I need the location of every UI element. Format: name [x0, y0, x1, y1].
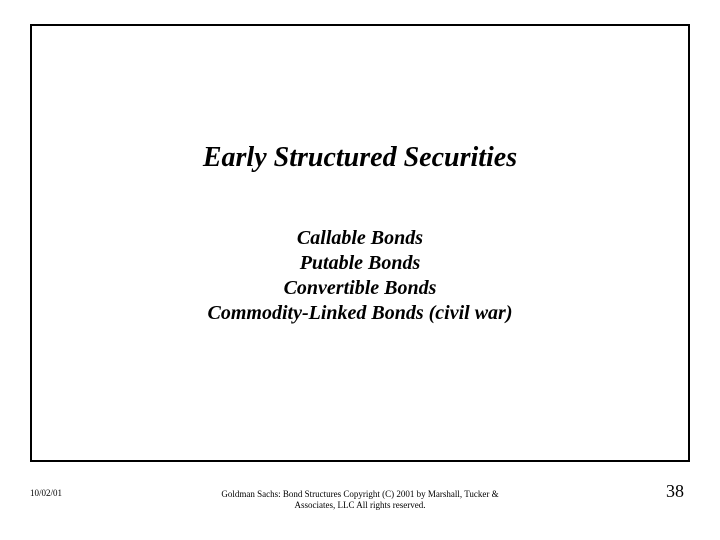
footer-copyright: Goldman Sachs: Bond Structures Copyright… [220, 489, 500, 510]
footer-date: 10/02/01 [30, 488, 62, 498]
slide-body: Callable Bonds Putable Bonds Convertible… [32, 226, 688, 326]
slide-title: Early Structured Securities [32, 142, 688, 174]
list-item: Commodity-Linked Bonds (civil war) [32, 301, 688, 326]
slide-frame: Early Structured Securities Callable Bon… [30, 24, 690, 462]
list-item: Putable Bonds [32, 251, 688, 276]
list-item: Convertible Bonds [32, 276, 688, 301]
page-number: 38 [666, 481, 684, 502]
list-item: Callable Bonds [32, 226, 688, 251]
